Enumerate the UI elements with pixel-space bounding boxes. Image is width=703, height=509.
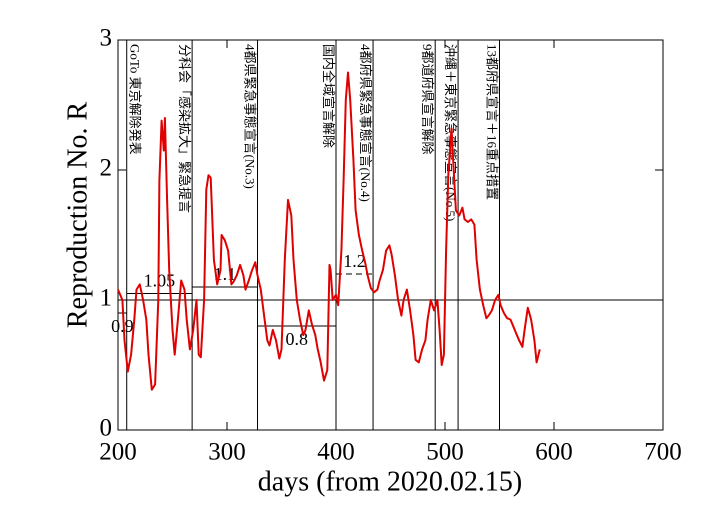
y-axis-label: Reproduction No. R	[62, 102, 93, 329]
x-tick-label: 600	[535, 439, 573, 466]
event-label: 13都府県宣言＋16重点措置	[485, 44, 500, 200]
y-tick-label: 1	[100, 285, 113, 312]
data-line	[117, 71, 541, 391]
x-tick-label: 500	[426, 439, 464, 466]
event-label: 9都道府県宣言解除	[420, 44, 435, 155]
plot-frame	[117, 39, 664, 431]
level-label: 1.2	[343, 251, 366, 271]
y-tick-label: 3	[100, 25, 113, 52]
y-tick-label: 2	[100, 155, 113, 182]
event-label: GoTo 東京解除発表	[128, 44, 143, 155]
y-tick-label: 0	[100, 415, 113, 442]
event-label: 4都県緊急事態宣言(No.3)	[243, 44, 258, 189]
event-label: 分科会「感染拡大」緊急提言	[177, 44, 192, 213]
event-label: 国内全域宣言解除	[321, 44, 336, 148]
x-tick-label: 700	[644, 439, 682, 466]
event-label: 4都府県緊急事態宣言(No.4)	[358, 44, 373, 202]
x-axis-label: days (from 2020.02.15)	[258, 466, 522, 497]
level-label: 0.9	[111, 316, 134, 336]
x-tick-label: 200	[99, 439, 137, 466]
x-tick-label: 400	[317, 439, 355, 466]
x-tick-label: 300	[208, 439, 246, 466]
